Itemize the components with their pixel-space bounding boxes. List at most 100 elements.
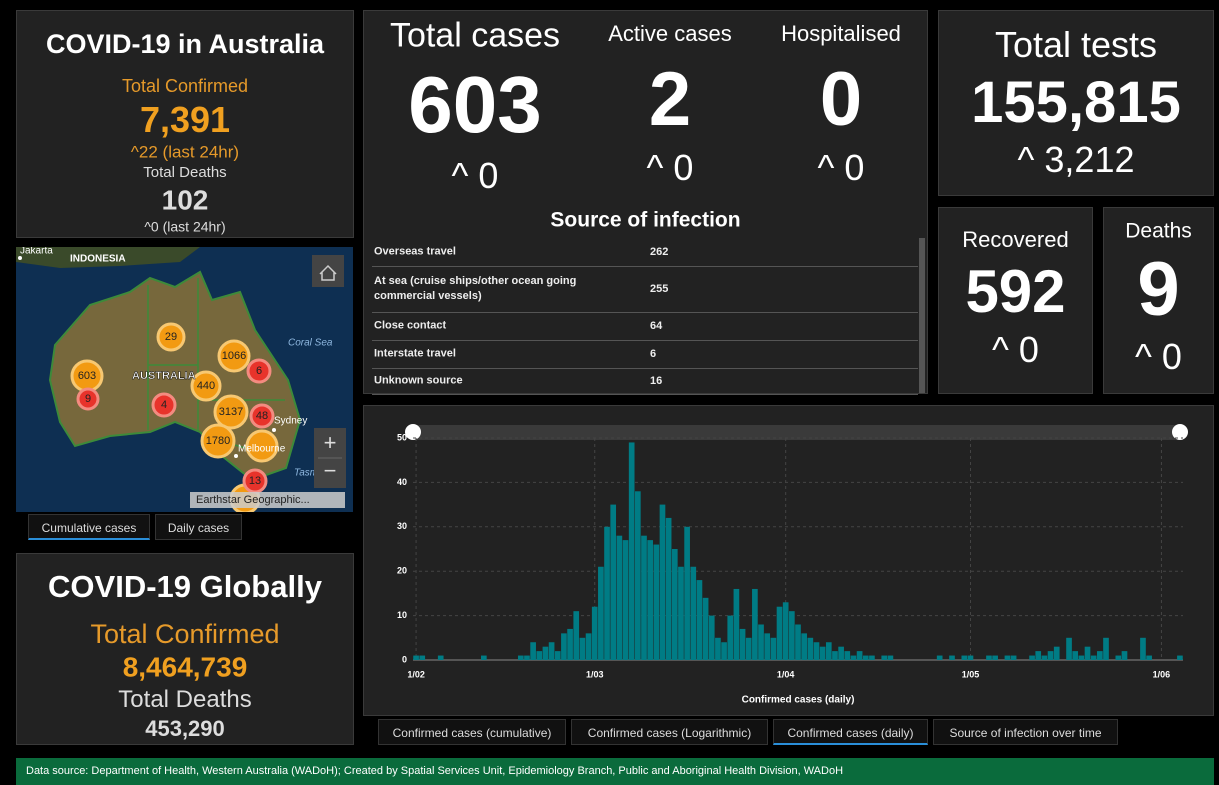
place-label: Tasman <box>294 468 330 479</box>
map-tab[interactable]: Cumulative cases <box>28 514 150 540</box>
city-dot <box>18 256 22 260</box>
place-label: INDONESIA <box>70 254 126 265</box>
cluster-label: 48 <box>256 410 268 422</box>
place-label: AUSTRALIA <box>132 370 196 382</box>
map-tab[interactable]: Daily cases <box>155 514 242 540</box>
table-row: Interstate travel 6 <box>372 340 918 369</box>
value: 7,391 <box>139 99 231 141</box>
recovered-panel <box>938 207 1093 394</box>
cell: At sea (cruise ships/other ocean going c… <box>374 275 577 302</box>
table-row: Unknown source 16 <box>372 368 918 395</box>
cell: Interstate travel <box>374 347 456 360</box>
cell: 262 <box>650 246 669 258</box>
panel-title: COVID-19 Globally <box>48 568 322 604</box>
place-label: Jakarta <box>20 247 53 257</box>
stat-label: Hospitalised <box>781 20 901 46</box>
cluster <box>213 394 249 430</box>
stat-value: 592 <box>965 258 1066 325</box>
change: ^0 (last 24hr) <box>144 218 226 235</box>
scrollbar[interactable] <box>919 238 925 393</box>
stat-change: ^ 0 <box>646 147 694 189</box>
cluster-label: 13 <box>249 475 261 487</box>
cell: 16 <box>650 375 663 387</box>
cell: 6 <box>650 348 657 360</box>
global-panel <box>16 553 354 745</box>
cluster-label: 29 <box>165 331 177 343</box>
cluster <box>249 403 275 429</box>
stat-change: ^ 0 <box>1135 336 1182 378</box>
cell: Overseas travel <box>374 245 456 258</box>
stat-label: Active cases <box>608 20 732 46</box>
cell: 255 <box>650 283 669 295</box>
chart-panel <box>363 405 1214 716</box>
label: Total Confirmed <box>90 619 280 650</box>
table-title: Source of infection <box>550 208 741 232</box>
place-label: Melbourne <box>238 444 286 455</box>
deaths-panel <box>1103 207 1214 394</box>
label: Total Deaths <box>118 685 252 713</box>
zoom-out[interactable]: − <box>324 458 337 483</box>
map[interactable]: 29 1066 6 603 440 9 4 3137 48 1780 13 Jakarta INDONE… <box>16 247 353 512</box>
chart-tab[interactable]: Source of infection over time <box>933 719 1118 745</box>
cluster-label: 1780 <box>206 435 230 447</box>
home-button[interactable] <box>312 255 344 287</box>
place-label: Coral Sea <box>288 338 333 349</box>
chart-tab[interactable]: Confirmed cases (cumulative) <box>378 719 566 745</box>
stat-value: 155,815 <box>971 70 1181 136</box>
city-dot <box>272 428 276 432</box>
panel-title: COVID-19 in Australia <box>45 29 325 60</box>
attribution-box <box>190 492 345 508</box>
place-label: Sydney <box>274 416 307 427</box>
stat-label: Recovered <box>962 226 1069 252</box>
cluster-label: 9 <box>85 393 91 405</box>
table-row: At sea (cruise ships/other ocean going c… <box>372 266 918 313</box>
cluster <box>76 387 100 411</box>
tests-panel <box>938 10 1214 196</box>
cell: 64 <box>650 320 663 332</box>
stat-value: 0 <box>819 57 863 143</box>
table-row: Overseas travel 262 <box>372 238 918 267</box>
cluster <box>156 322 186 352</box>
cluster-label: 3137 <box>219 406 243 418</box>
value: 8,464,739 <box>122 651 248 683</box>
stat-change: ^ 0 <box>451 155 499 197</box>
cluster <box>246 358 272 384</box>
stat-change: ^ 0 <box>817 147 865 189</box>
cluster-label: 603 <box>78 370 96 382</box>
cell: Close contact <box>374 319 447 332</box>
cluster <box>217 339 251 373</box>
stat-value: 603 <box>408 60 542 149</box>
cluster-label: 1066 <box>222 350 246 362</box>
stat-value: 2 <box>648 57 692 143</box>
stat-value: 9 <box>1137 247 1180 333</box>
stat-change: ^ 3,212 <box>1017 139 1135 181</box>
zoom-in[interactable]: + <box>324 430 337 455</box>
home-icon <box>319 264 337 281</box>
label: Total Confirmed <box>121 76 249 97</box>
cluster <box>245 429 279 463</box>
land <box>16 247 200 268</box>
footer: Data source: Department of Health, Weste… <box>16 758 1214 785</box>
chart-tab[interactable]: Confirmed cases (daily) <box>773 719 928 745</box>
cluster-label: 4 <box>161 399 167 411</box>
cluster <box>200 423 236 459</box>
city-dot <box>234 454 238 458</box>
attribution: Earthstar Geographic... <box>196 494 310 506</box>
cluster <box>151 392 177 418</box>
chart-tab[interactable]: Confirmed cases (Logarithmic) <box>571 719 768 745</box>
change: ^22 (last 24hr) <box>130 142 240 162</box>
cluster <box>190 370 222 402</box>
australia-panel <box>16 10 354 238</box>
table-row: Close contact 64 <box>372 312 918 341</box>
value: 102 <box>161 184 209 216</box>
stat-label: Total tests <box>994 24 1158 66</box>
label: Total Deaths <box>143 163 227 181</box>
value: 453,290 <box>145 715 225 741</box>
stat-label: Total cases <box>389 16 561 55</box>
cluster-label: 440 <box>197 380 215 392</box>
cluster-label: 6 <box>256 365 262 377</box>
stat-change: ^ 0 <box>992 329 1039 371</box>
stat-label: Deaths <box>1125 219 1192 243</box>
cell: Unknown source <box>374 374 463 387</box>
